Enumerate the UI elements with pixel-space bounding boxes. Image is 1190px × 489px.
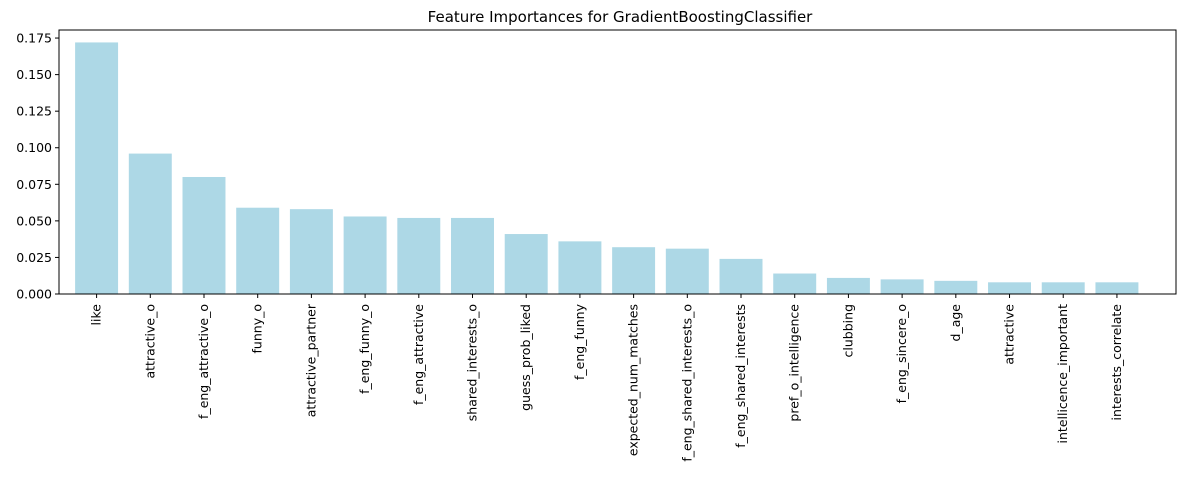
- y-tick-label: 0.075: [16, 177, 52, 192]
- x-tick-label: f_eng_attractive: [411, 304, 426, 405]
- bar-f_eng_funny: [558, 241, 602, 294]
- bar-f_eng_sincere_o: [880, 279, 924, 294]
- x-tick-label: like: [89, 304, 104, 326]
- bar-attractive_o: [128, 153, 172, 294]
- y-tick-label: 0.175: [16, 31, 52, 46]
- bar-f_eng_funny_o: [343, 216, 387, 294]
- bar-interests_correlate: [1095, 282, 1139, 294]
- bar-f_eng_shared_interests: [719, 258, 763, 294]
- y-axis: 0.000 0.025 0.050 0.075 0.100 0.125 0.150 0.175: [16, 31, 59, 302]
- y-tick-label: 0.150: [16, 67, 52, 82]
- bar-f_eng_attractive_o: [182, 176, 226, 294]
- x-tick-label: pref_o_intelligence: [787, 304, 802, 422]
- x-tick-label: clubbing: [840, 304, 855, 357]
- y-tick-label: 0.050: [16, 213, 52, 228]
- x-tick-label: attractive_partner: [303, 303, 318, 417]
- chart-title: Feature Importances for GradientBoosting…: [428, 8, 814, 26]
- plot-frame: [58, 29, 1177, 295]
- x-tick-label: shared_interests_o: [465, 304, 480, 421]
- bar-clubbing: [826, 277, 870, 294]
- x-axis: like attractive_o f_eng_attractive_o funny_…: [89, 294, 1124, 462]
- bar-attractive_partner: [289, 209, 333, 294]
- x-tick-label: attractive_o: [142, 304, 157, 379]
- y-tick-label: 0.125: [16, 104, 52, 119]
- bar-d_age: [934, 280, 978, 294]
- y-tick-label: 0.000: [16, 287, 52, 302]
- y-tick-label: 0.100: [16, 140, 52, 155]
- x-tick-label: intellicence_important: [1055, 304, 1070, 444]
- x-tick-label: f_eng_attractive_o: [196, 304, 211, 419]
- x-tick-label: expected_num_matches: [626, 304, 641, 456]
- bar-intellicence_important: [1041, 282, 1085, 294]
- bar-funny_o: [236, 207, 280, 294]
- x-tick-label: guess_prob_liked: [518, 304, 533, 411]
- x-tick-label: f_eng_funny_o: [357, 304, 372, 394]
- bar-guess_prob_liked: [504, 234, 548, 294]
- bar-like: [75, 42, 119, 295]
- bar-f_eng_attractive: [397, 217, 441, 294]
- bar-attractive: [988, 282, 1032, 294]
- x-tick-label: d_age: [948, 304, 963, 342]
- bar-f_eng_shared_interests_o: [665, 248, 709, 294]
- y-tick-label: 0.025: [16, 250, 52, 265]
- bar-shared_interests_o: [451, 217, 494, 294]
- x-tick-label: f_eng_funny: [572, 303, 587, 380]
- bars-group: [75, 42, 1139, 295]
- x-tick-label: attractive: [1002, 304, 1017, 365]
- x-tick-label: f_eng_shared_interests_o: [679, 304, 694, 462]
- x-tick-label: funny_o: [250, 304, 265, 353]
- x-tick-label: f_eng_shared_interests: [733, 304, 748, 448]
- bar-expected_num_matches: [612, 247, 656, 294]
- x-tick-label: interests_correlate: [1109, 304, 1124, 421]
- x-tick-label: f_eng_sincere_o: [894, 304, 909, 403]
- bar-pref_o_intelligence: [773, 273, 817, 294]
